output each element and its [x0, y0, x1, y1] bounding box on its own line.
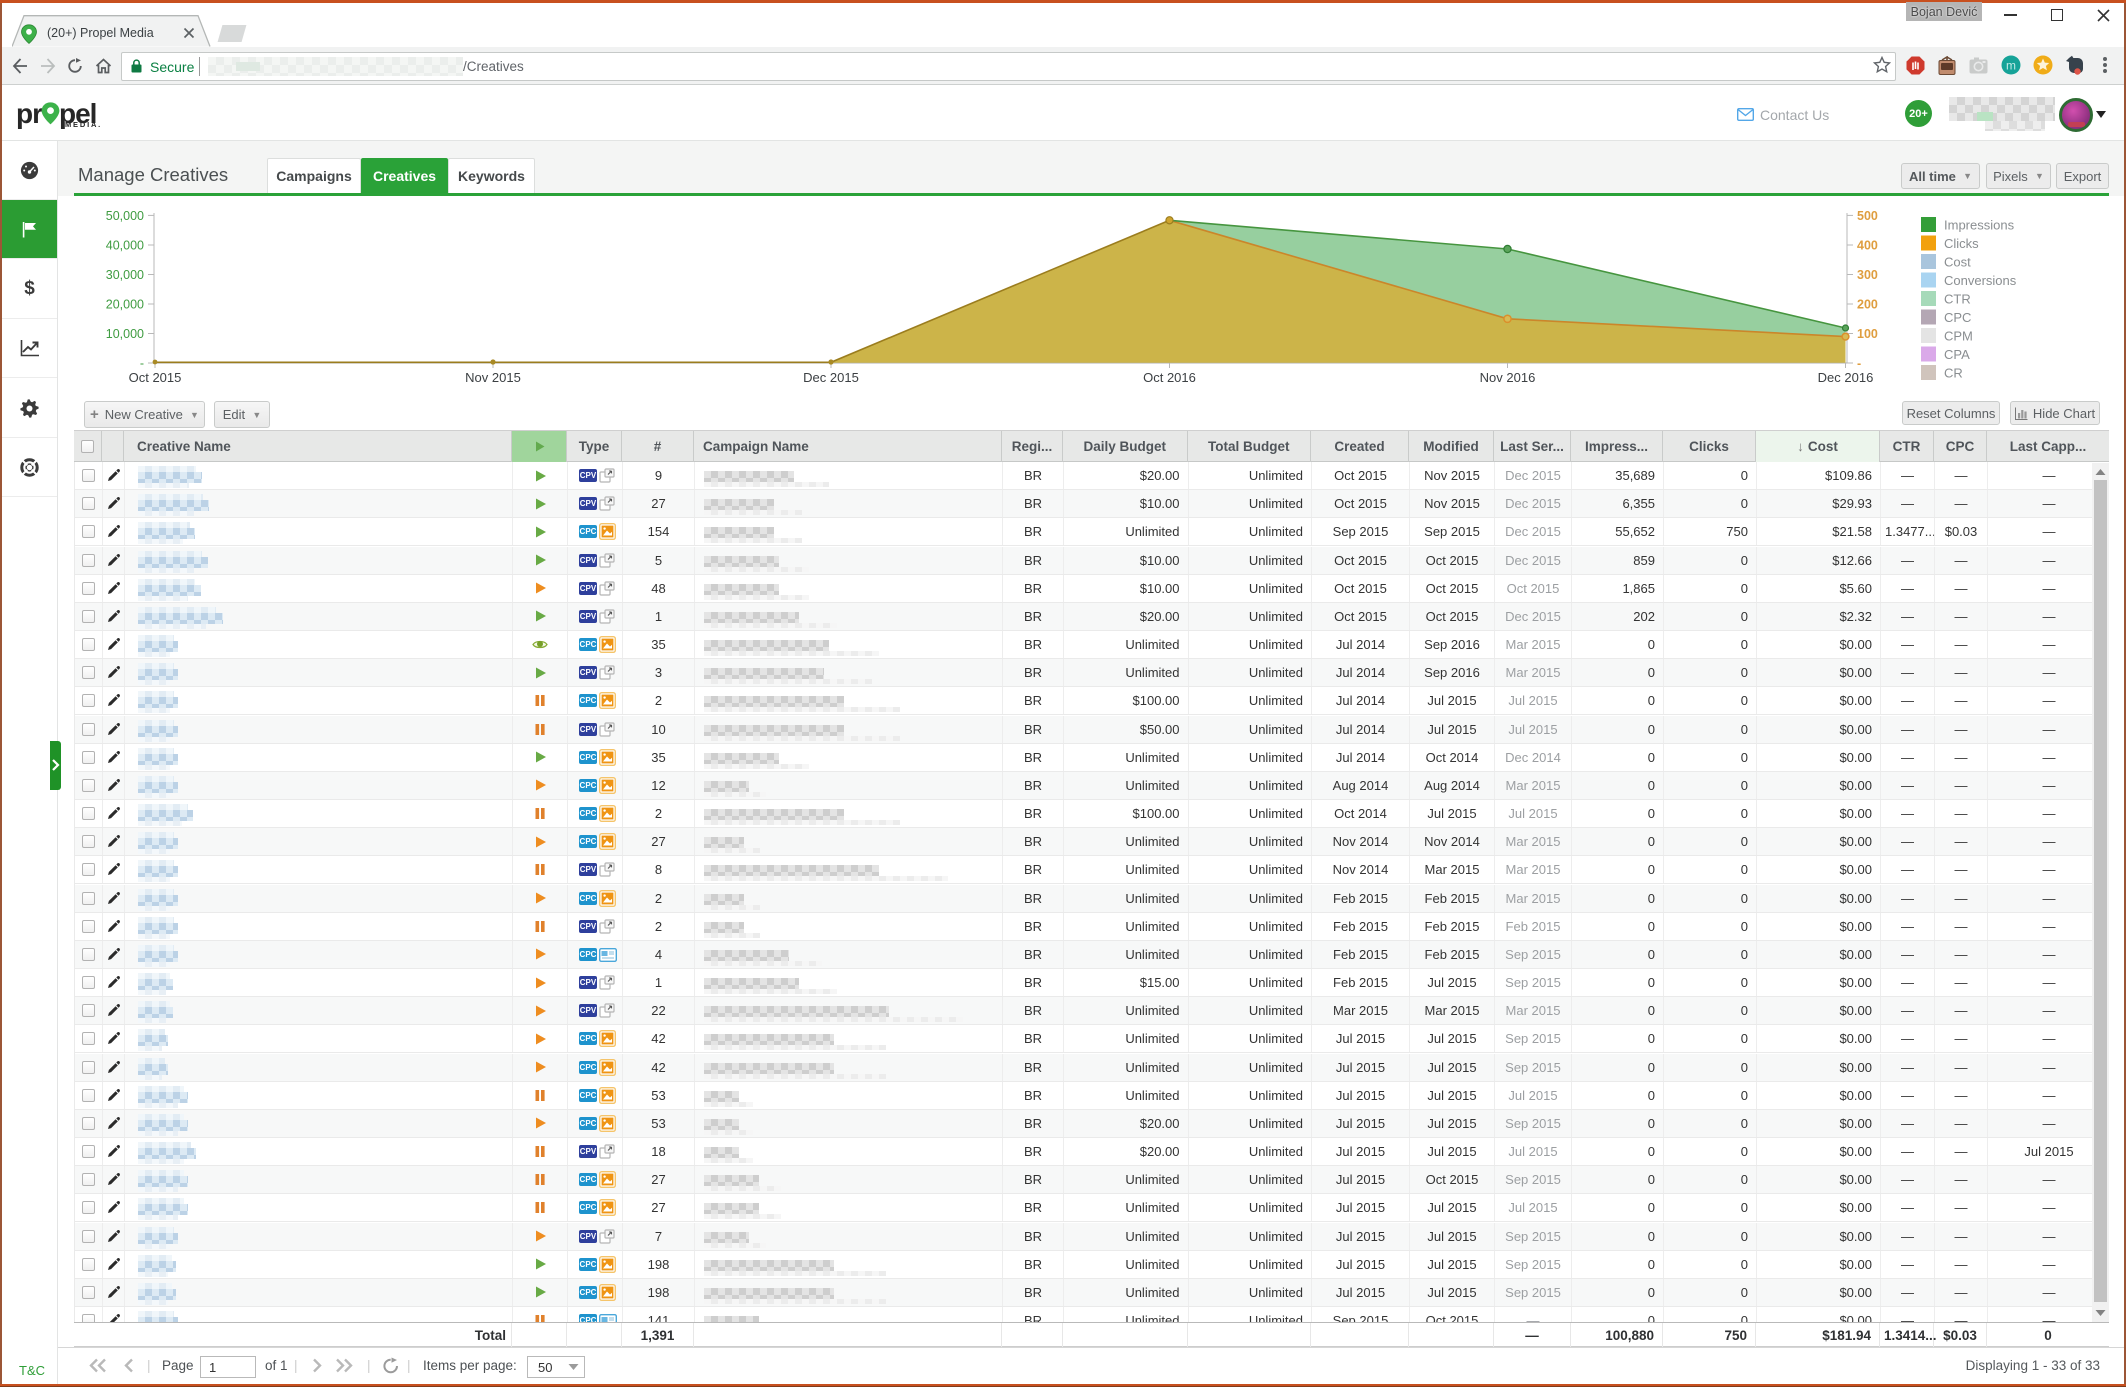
- svg-text:-: -: [140, 357, 144, 371]
- svg-text:300: 300: [1857, 268, 1878, 282]
- svg-text:Clicks: Clicks: [1944, 236, 1979, 251]
- svg-text:CPM: CPM: [1944, 329, 1973, 344]
- svg-text:Conversions: Conversions: [1944, 273, 2017, 288]
- svg-text:CTR: CTR: [1944, 292, 1971, 307]
- svg-text:50,000: 50,000: [106, 209, 144, 223]
- svg-text:Cost: Cost: [1944, 255, 1971, 270]
- svg-text:Nov 2015: Nov 2015: [465, 370, 521, 385]
- svg-text:Dec 2015: Dec 2015: [803, 370, 859, 385]
- svg-text:CPA: CPA: [1944, 347, 1970, 362]
- svg-text:Oct 2015: Oct 2015: [129, 370, 182, 385]
- svg-text:20,000: 20,000: [106, 298, 144, 312]
- svg-text:Impressions: Impressions: [1944, 218, 2015, 233]
- svg-text:40,000: 40,000: [106, 239, 144, 253]
- svg-text:CPC: CPC: [1944, 310, 1971, 325]
- svg-text:500: 500: [1857, 209, 1878, 223]
- svg-text:Dec 2016: Dec 2016: [1818, 370, 1874, 385]
- svg-text:200: 200: [1857, 298, 1878, 312]
- svg-text:-: -: [1857, 357, 1861, 371]
- svg-text:30,000: 30,000: [106, 268, 144, 282]
- svg-text:Nov 2016: Nov 2016: [1480, 370, 1536, 385]
- svg-text:400: 400: [1857, 239, 1878, 253]
- svg-text:m: m: [2006, 59, 2016, 73]
- svg-text:10,000: 10,000: [106, 327, 144, 341]
- svg-text:CR: CR: [1944, 366, 1963, 381]
- svg-text:100: 100: [1857, 327, 1878, 341]
- svg-text:Oct 2016: Oct 2016: [1143, 370, 1196, 385]
